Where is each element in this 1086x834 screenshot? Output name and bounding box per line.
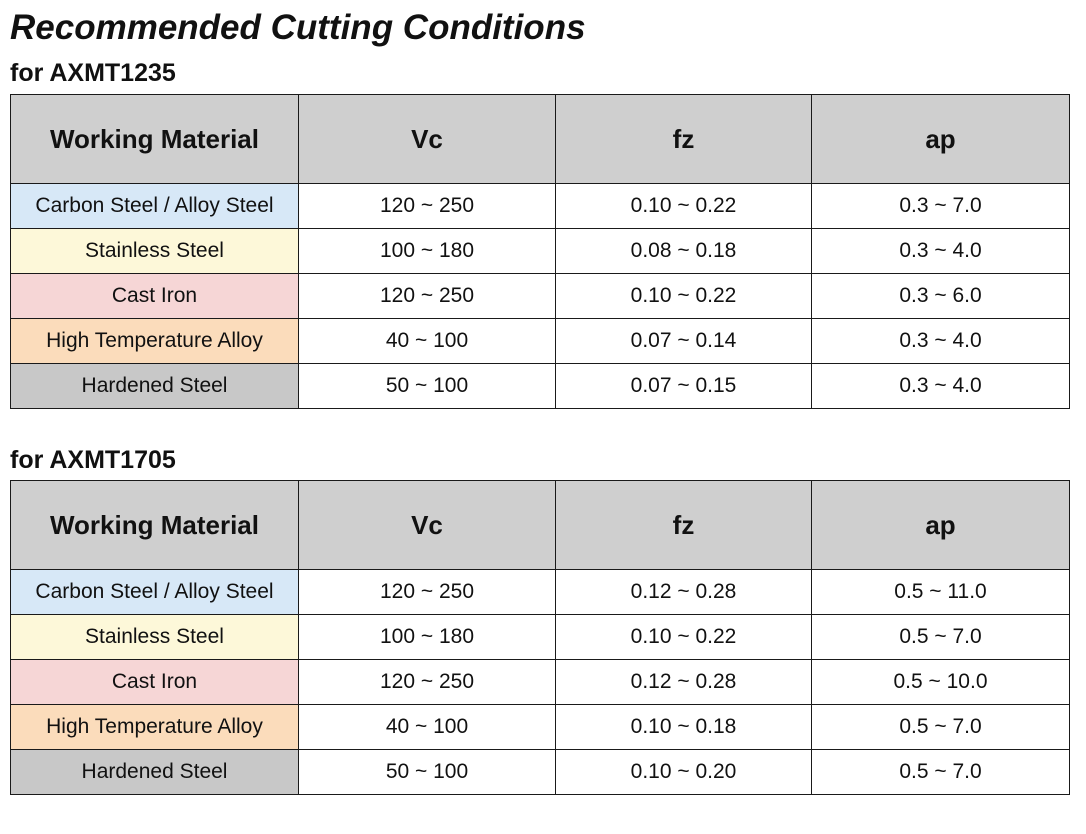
header-ap: ap xyxy=(811,94,1070,184)
ap-cell: 0.5 ~ 7.0 xyxy=(811,749,1070,795)
vc-cell: 120 ~ 250 xyxy=(298,659,556,705)
vc-cell: 100 ~ 180 xyxy=(298,614,556,660)
material-cell-high-temperature-alloy: High Temperature Alloy xyxy=(10,704,299,750)
vc-cell: 120 ~ 250 xyxy=(298,183,556,229)
vc-cell: 120 ~ 250 xyxy=(298,569,556,615)
vc-cell: 120 ~ 250 xyxy=(298,273,556,319)
table-row: Cast Iron 120 ~ 250 0.12 ~ 0.28 0.5 ~ 10… xyxy=(10,659,1070,705)
ap-cell: 0.3 ~ 4.0 xyxy=(811,363,1070,409)
header-working-material: Working Material xyxy=(10,480,299,570)
table-row: Carbon Steel / Alloy Steel 120 ~ 250 0.1… xyxy=(10,183,1070,229)
table-row: Hardened Steel 50 ~ 100 0.10 ~ 0.20 0.5 … xyxy=(10,749,1070,795)
vc-cell: 50 ~ 100 xyxy=(298,749,556,795)
ap-cell: 0.5 ~ 10.0 xyxy=(811,659,1070,705)
fz-cell: 0.10 ~ 0.18 xyxy=(555,704,812,750)
cutting-conditions-table-axmt1235: Working Material Vc fz ap Carbon Steel /… xyxy=(10,94,1070,409)
section-title-axmt1705: for AXMT1705 xyxy=(10,446,176,474)
ap-cell: 0.3 ~ 4.0 xyxy=(811,228,1070,274)
cutting-conditions-table-axmt1705: Working Material Vc fz ap Carbon Steel /… xyxy=(10,480,1070,795)
material-cell-cast-iron: Cast Iron xyxy=(10,273,299,319)
table-row: Stainless Steel 100 ~ 180 0.08 ~ 0.18 0.… xyxy=(10,228,1070,274)
header-vc: Vc xyxy=(298,480,556,570)
fz-cell: 0.10 ~ 0.20 xyxy=(555,749,812,795)
header-vc: Vc xyxy=(298,94,556,184)
header-fz: fz xyxy=(555,480,812,570)
fz-cell: 0.08 ~ 0.18 xyxy=(555,228,812,274)
vc-cell: 40 ~ 100 xyxy=(298,704,556,750)
fz-cell: 0.10 ~ 0.22 xyxy=(555,614,812,660)
table-row: Hardened Steel 50 ~ 100 0.07 ~ 0.15 0.3 … xyxy=(10,363,1070,409)
fz-cell: 0.10 ~ 0.22 xyxy=(555,183,812,229)
header-working-material: Working Material xyxy=(10,94,299,184)
section-title-axmt1235: for AXMT1235 xyxy=(10,59,176,87)
page-title: Recommended Cutting Conditions xyxy=(10,8,586,47)
ap-cell: 0.3 ~ 7.0 xyxy=(811,183,1070,229)
material-cell-carbon-steel: Carbon Steel / Alloy Steel xyxy=(10,183,299,229)
table-row: High Temperature Alloy 40 ~ 100 0.10 ~ 0… xyxy=(10,704,1070,750)
table-header-row: Working Material Vc fz ap xyxy=(10,94,1070,184)
ap-cell: 0.5 ~ 7.0 xyxy=(811,704,1070,750)
material-cell-cast-iron: Cast Iron xyxy=(10,659,299,705)
table-row: Cast Iron 120 ~ 250 0.10 ~ 0.22 0.3 ~ 6.… xyxy=(10,273,1070,319)
ap-cell: 0.5 ~ 7.0 xyxy=(811,614,1070,660)
ap-cell: 0.3 ~ 4.0 xyxy=(811,318,1070,364)
table-row: High Temperature Alloy 40 ~ 100 0.07 ~ 0… xyxy=(10,318,1070,364)
header-ap: ap xyxy=(811,480,1070,570)
vc-cell: 50 ~ 100 xyxy=(298,363,556,409)
fz-cell: 0.10 ~ 0.22 xyxy=(555,273,812,319)
material-cell-high-temperature-alloy: High Temperature Alloy xyxy=(10,318,299,364)
table-header-row: Working Material Vc fz ap xyxy=(10,480,1070,570)
header-fz: fz xyxy=(555,94,812,184)
material-cell-stainless-steel: Stainless Steel xyxy=(10,614,299,660)
fz-cell: 0.12 ~ 0.28 xyxy=(555,659,812,705)
material-cell-hardened-steel: Hardened Steel xyxy=(10,749,299,795)
ap-cell: 0.3 ~ 6.0 xyxy=(811,273,1070,319)
material-cell-carbon-steel: Carbon Steel / Alloy Steel xyxy=(10,569,299,615)
vc-cell: 40 ~ 100 xyxy=(298,318,556,364)
ap-cell: 0.5 ~ 11.0 xyxy=(811,569,1070,615)
table-row: Stainless Steel 100 ~ 180 0.10 ~ 0.22 0.… xyxy=(10,614,1070,660)
material-cell-hardened-steel: Hardened Steel xyxy=(10,363,299,409)
fz-cell: 0.07 ~ 0.15 xyxy=(555,363,812,409)
vc-cell: 100 ~ 180 xyxy=(298,228,556,274)
material-cell-stainless-steel: Stainless Steel xyxy=(10,228,299,274)
fz-cell: 0.12 ~ 0.28 xyxy=(555,569,812,615)
table-row: Carbon Steel / Alloy Steel 120 ~ 250 0.1… xyxy=(10,569,1070,615)
fz-cell: 0.07 ~ 0.14 xyxy=(555,318,812,364)
